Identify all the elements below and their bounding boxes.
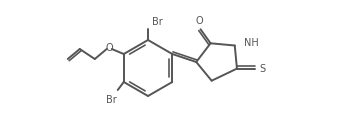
Text: Br: Br bbox=[152, 17, 163, 27]
Text: O: O bbox=[196, 16, 203, 26]
Text: NH: NH bbox=[244, 38, 258, 47]
Text: Br: Br bbox=[106, 95, 117, 105]
Text: O: O bbox=[106, 43, 113, 53]
Text: S: S bbox=[259, 64, 265, 74]
